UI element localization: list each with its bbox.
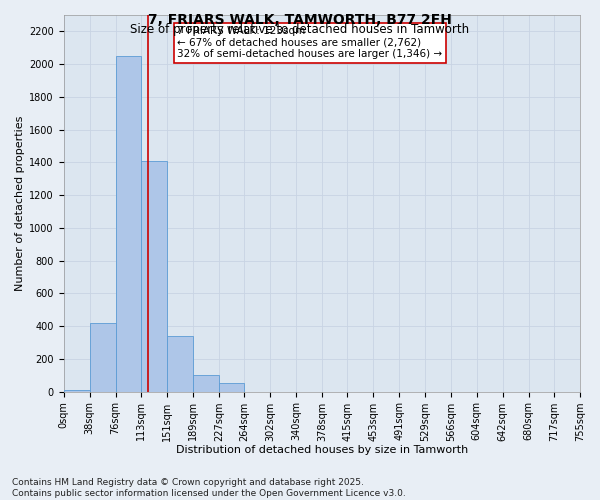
- Bar: [219, 384, 244, 392]
- Bar: [64, 390, 89, 392]
- Bar: [116, 56, 141, 392]
- Bar: [193, 375, 219, 392]
- Bar: [90, 323, 116, 392]
- Bar: [167, 336, 193, 392]
- X-axis label: Distribution of detached houses by size in Tamworth: Distribution of detached houses by size …: [176, 445, 468, 455]
- Bar: [141, 160, 167, 392]
- Text: 7, FRIARS WALK, TAMWORTH, B77 2FH: 7, FRIARS WALK, TAMWORTH, B77 2FH: [148, 12, 452, 26]
- Text: 7 FRIARS WALK: 123sqm
← 67% of detached houses are smaller (2,762)
32% of semi-d: 7 FRIARS WALK: 123sqm ← 67% of detached …: [177, 26, 442, 60]
- Y-axis label: Number of detached properties: Number of detached properties: [15, 116, 25, 291]
- Text: Size of property relative to detached houses in Tamworth: Size of property relative to detached ho…: [130, 22, 470, 36]
- Text: Contains HM Land Registry data © Crown copyright and database right 2025.
Contai: Contains HM Land Registry data © Crown c…: [12, 478, 406, 498]
